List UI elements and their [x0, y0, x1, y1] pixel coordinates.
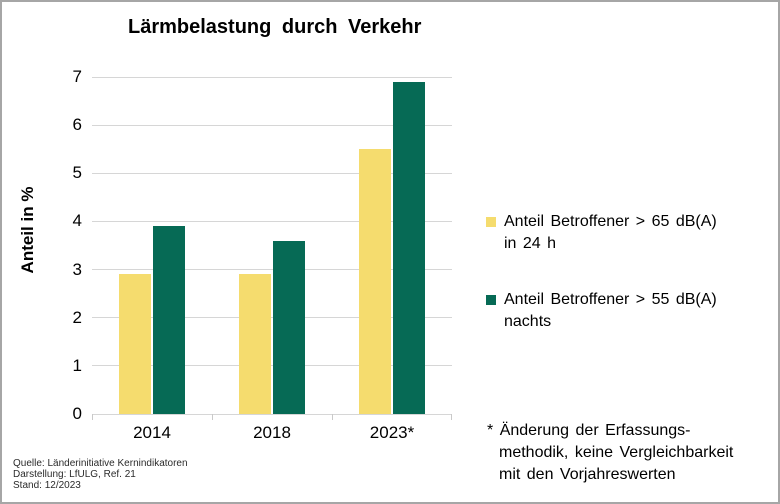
gridline	[92, 269, 452, 271]
bar-2023-series1	[359, 149, 391, 414]
gridline	[92, 124, 452, 126]
y-tick-label: 3	[72, 259, 82, 279]
y-tick-label: 5	[72, 163, 82, 183]
x-tick-mark	[451, 414, 452, 420]
plot-area: 2014 2018 2023*	[92, 76, 452, 442]
y-tick-label: 2	[72, 307, 82, 327]
x-tick-label: 2018	[253, 423, 291, 442]
x-tick-mark	[212, 414, 213, 420]
legend-label: Anteil Betroffener > 65 dB(A) in 24 h	[504, 211, 717, 255]
source-line-stand: Stand: 12/2023	[13, 480, 81, 491]
gridline	[92, 365, 452, 367]
legend-item-over-55db: Anteil Betroffener > 55 dB(A) nachts	[486, 289, 717, 333]
y-tick-label: 4	[72, 211, 82, 231]
legend-label-line2: nachts	[504, 313, 552, 330]
legend-item-over-65db: Anteil Betroffener > 65 dB(A) in 24 h	[486, 211, 717, 255]
bar-2014-series2	[153, 226, 185, 414]
source-line-darstellung: Darstellung: LfULG, Ref. 21	[13, 469, 136, 480]
chart-title: Lärmbelastung durch Verkehr	[128, 16, 422, 38]
y-tick-label: 0	[72, 404, 82, 423]
y-tick-label: 1	[72, 355, 82, 375]
x-tick-mark	[92, 414, 93, 420]
y-tick-label: 7	[72, 67, 82, 86]
footnote-line: methodik, keine Vergleichbarkeit	[499, 444, 734, 461]
footnote-text: Änderung der Erfassungs-	[499, 422, 691, 439]
source-note: Quelle: Länderinitiative Kernindikatoren…	[13, 458, 188, 491]
x-tick-mark	[332, 414, 333, 420]
x-tick-label: 2023*	[369, 423, 415, 442]
gridline	[92, 76, 452, 78]
footnote: * Änderung der Erfassungs- methodik, kei…	[487, 420, 733, 486]
gridline	[92, 172, 452, 174]
legend-label: Anteil Betroffener > 55 dB(A) nachts	[504, 289, 717, 333]
gridline	[92, 220, 452, 222]
bar-2018-series2	[273, 240, 305, 414]
legend-label-line2: in 24 h	[504, 235, 557, 252]
legend-swatch-yellow-icon	[486, 217, 496, 227]
legend-swatch-green-icon	[486, 295, 496, 305]
legend-label-line1: Anteil Betroffener > 55 dB(A)	[504, 291, 717, 308]
legend: Anteil Betroffener > 65 dB(A) in 24 h An…	[486, 211, 717, 333]
footnote-marker: *	[487, 422, 494, 439]
gridline	[92, 413, 452, 415]
y-tick-label: 6	[72, 115, 82, 135]
bar-2023-series2	[393, 81, 425, 414]
gridline	[92, 317, 452, 319]
footnote-line: * Änderung der Erfassungs-	[487, 420, 733, 442]
source-line-quelle: Quelle: Länderinitiative Kernindikatoren	[13, 458, 188, 469]
y-axis: 0 1 2 3 4 5 6 7	[2, 67, 82, 423]
bar-2018-series1	[239, 274, 271, 414]
x-tick-label: 2014	[133, 423, 171, 442]
bar-2014-series1	[119, 274, 151, 414]
footnote-line: mit den Vorjahreswerten	[499, 466, 676, 483]
legend-label-line1: Anteil Betroffener > 65 dB(A)	[504, 213, 717, 230]
